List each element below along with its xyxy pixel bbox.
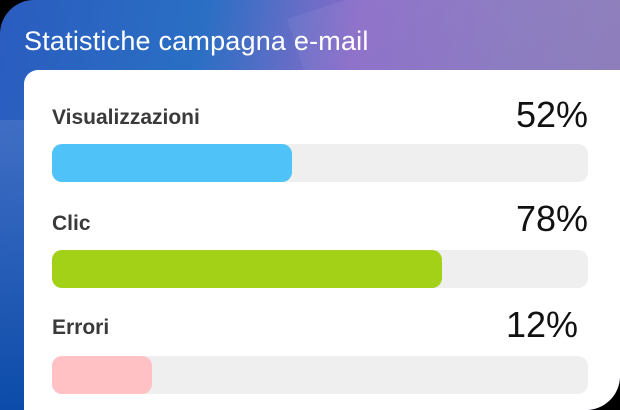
stat-value: 52% [515, 94, 588, 135]
progress-track [52, 250, 588, 288]
stat-value: 78% [515, 198, 588, 239]
page-title: Statistiche campagna e-mail [24, 26, 369, 56]
progress-track [52, 144, 588, 182]
progress-track [52, 356, 588, 394]
progress-fill [52, 144, 292, 182]
stat-label: Errori [52, 316, 110, 339]
stat-label: Clic [52, 212, 91, 235]
stat-label: Visualizzazioni [52, 106, 200, 129]
stat-value: 12% [505, 304, 578, 345]
stats-card: Visualizzazioni 52% Clic 78% Errori 12% [24, 70, 620, 410]
progress-fill [52, 250, 442, 288]
progress-fill [52, 356, 152, 394]
